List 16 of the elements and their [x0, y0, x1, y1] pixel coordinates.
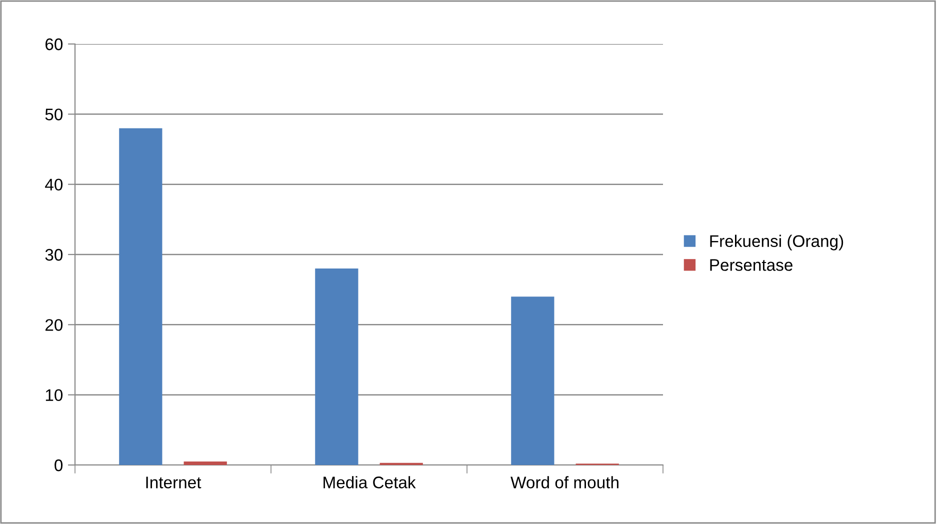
y-tick-label: 50: [45, 108, 63, 120]
y-tick-label: 10: [46, 389, 63, 402]
y-tick-label: 60: [46, 38, 63, 50]
y-tick-label: 30: [45, 248, 63, 261]
x-tick-label: Media Cetak: [324, 476, 416, 488]
y-tick-label: 20: [45, 319, 63, 331]
bar: [511, 296, 554, 465]
bar: [184, 461, 227, 465]
x-tick-label: Word of mouth: [510, 476, 618, 488]
y-tick-label: 40: [45, 178, 63, 191]
legend-label: Persentase: [710, 259, 792, 271]
x-tick-label: Internet: [146, 476, 202, 488]
bar: [315, 268, 358, 465]
legend-label: Frekuensi (Orang): [710, 234, 844, 250]
y-tick-label: 0: [54, 459, 63, 472]
bar: [119, 128, 162, 465]
